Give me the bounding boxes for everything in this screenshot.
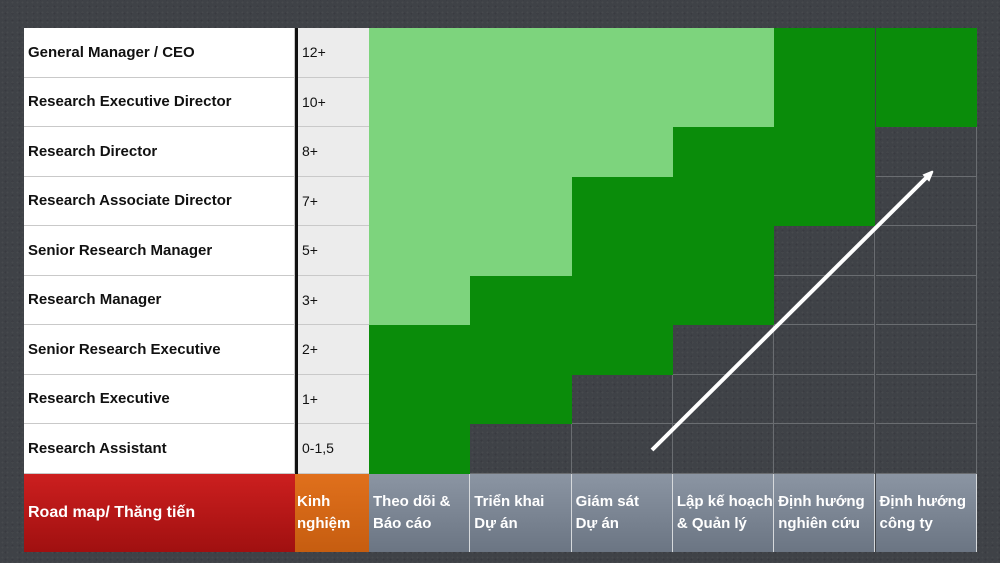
experience-years: 3+ [298, 275, 369, 325]
phase-label: Triển khai Dự án [470, 474, 572, 552]
grid-cell-empty [875, 275, 977, 325]
grid-cell-light [369, 127, 471, 177]
roadmap-label: Road map/ Thăng tiến [24, 474, 295, 552]
grid-cell-empty [875, 226, 977, 276]
role-title: Senior Research Manager [24, 226, 295, 276]
grid-cell-empty [774, 424, 876, 474]
role-title: Research Manager [24, 275, 295, 325]
grid-cell-dark [672, 275, 775, 325]
grid-cell-light [672, 28, 775, 78]
grid-cell-dark [369, 374, 471, 424]
grid-cell-dark [470, 374, 572, 424]
experience-years: 10+ [298, 77, 369, 127]
grid-cell-light [369, 176, 471, 226]
grid-cell-empty [672, 374, 775, 424]
grid-cell-light [672, 77, 775, 127]
role-title: Research Director [24, 127, 295, 177]
grid-cell-empty [672, 424, 775, 474]
grid-cell-light [470, 176, 572, 226]
phase-label: Định hướng nghiên cứu [774, 474, 876, 552]
phase-label-line: Dự án [474, 515, 518, 532]
phase-label-line: Giám sát [575, 493, 639, 510]
grid-cell-dark [774, 127, 876, 177]
phase-label-line: Dự án [575, 515, 619, 532]
grid-cell-light [571, 127, 673, 177]
phase-label-line: Định hướng [778, 493, 865, 510]
role-title: Research Assistant [24, 424, 295, 474]
grid-cell-light [470, 127, 572, 177]
grid-cell-light [571, 77, 673, 127]
grid-cell-light [369, 226, 471, 276]
phase-label: Giám sát Dự án [571, 474, 673, 552]
grid-cell-empty [875, 127, 977, 177]
grid-cell-dark [369, 424, 471, 474]
phase-label: Lập kế hoạch & Quản lý [672, 474, 775, 552]
experience-years: 7+ [298, 176, 369, 226]
grid-cell-light [369, 77, 471, 127]
grid-cell-dark [571, 176, 673, 226]
grid-cell-dark [571, 325, 673, 375]
grid-cell-dark [571, 275, 673, 325]
grid-cell-empty [571, 374, 673, 424]
experience-years: 1+ [298, 374, 369, 424]
experience-years: 12+ [298, 28, 369, 78]
phase-label-line: Báo cáo [373, 515, 432, 532]
grid-cell-empty [774, 325, 876, 375]
phase-label-line: & Quản lý [676, 515, 747, 532]
role-title: Research Associate Director [24, 176, 295, 226]
experience-label-line: nghiệm [297, 515, 351, 532]
grid-cell-empty [875, 325, 977, 375]
phase-label: Theo dõi & Báo cáo [369, 474, 471, 552]
experience-years: 8+ [298, 127, 369, 177]
grid-cell-dark [672, 176, 775, 226]
experience-years: 5+ [298, 226, 369, 276]
grid-cell-light [369, 28, 471, 78]
phase-label-line: Triển khai [474, 493, 545, 510]
grid-cell-empty [672, 325, 775, 375]
grid-cell-light [470, 77, 572, 127]
grid-cell-light [571, 28, 673, 78]
grid-cell-empty [875, 374, 977, 424]
experience-label-line: Kinh [297, 493, 331, 510]
grid-cell-empty [774, 275, 876, 325]
grid-cell-empty [774, 374, 876, 424]
grid-cell-empty [774, 226, 876, 276]
role-title: Research Executive [24, 374, 295, 424]
grid-cell-empty [571, 424, 673, 474]
experience-years: 0-1,5 [298, 424, 369, 474]
phase-label-line: Theo dõi & [373, 493, 451, 510]
role-title: Research Executive Director [24, 77, 295, 127]
grid-cell-dark [571, 226, 673, 276]
role-title: General Manager / CEO [24, 28, 295, 78]
role-title: Senior Research Executive [24, 325, 295, 375]
grid-cell-dark [470, 275, 572, 325]
column-divider [295, 28, 298, 474]
grid-cell-empty [875, 424, 977, 474]
phase-label-line: Lập kế hoạch [676, 493, 773, 510]
grid-cell-dark [774, 77, 876, 127]
experience-label: Kinh nghiệm [295, 474, 369, 552]
grid-cell-dark [875, 28, 977, 78]
grid-cell-dark [672, 127, 775, 177]
experience-years: 2+ [298, 325, 369, 375]
grid-cell-empty [875, 176, 977, 226]
grid-cell-dark [774, 28, 876, 78]
grid-cell-light [369, 275, 471, 325]
grid-cell-dark [470, 325, 572, 375]
grid-cell-dark [875, 77, 977, 127]
grid-cell-dark [672, 226, 775, 276]
grid-cell-dark [369, 325, 471, 375]
phase-label-line: công ty [879, 515, 933, 532]
career-roadmap-table: General Manager / CEO 12+ Research Executi… [24, 28, 977, 552]
grid-cell-light [470, 28, 572, 78]
phase-label-line: Định hướng [879, 493, 967, 510]
grid-cell-light [470, 226, 572, 276]
phase-label: Định hướng công ty [875, 474, 977, 552]
phase-label-line: nghiên cứu [778, 515, 860, 532]
grid-cell-empty [470, 424, 572, 474]
grid-cell-dark [774, 176, 876, 226]
